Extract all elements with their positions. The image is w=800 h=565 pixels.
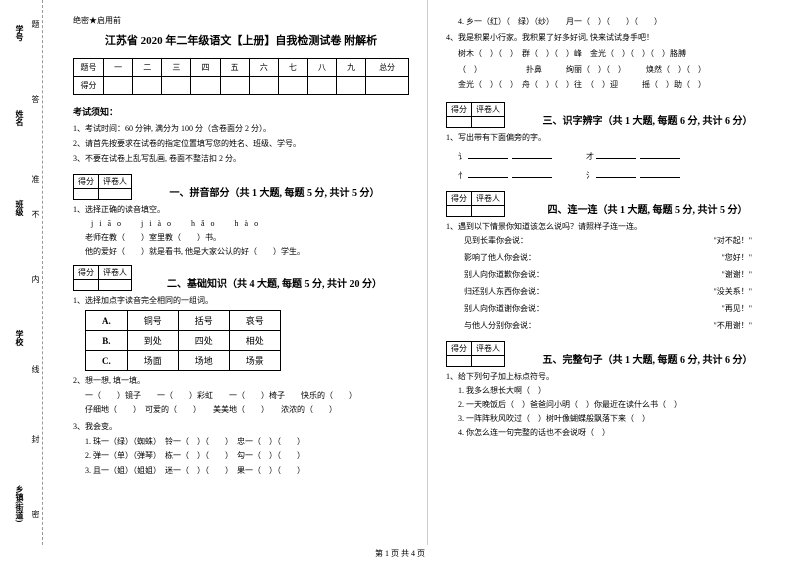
s2-q2-f2: 仔细地（ ） 可爱的（ ） 美美地（ ） 浓浓的（ ） xyxy=(85,403,409,417)
notice-item-1: 1、考试时间：60 分钟, 满分为 100 分（含卷面分 2 分）。 xyxy=(73,123,409,134)
section-3-title: 三、识字辨字（共 1 大题, 每题 6 分, 共计 6 分） xyxy=(513,102,782,127)
label-name: 姓名 xyxy=(14,110,25,126)
s2-q3-c4: 4. 乡一（红）（ 绿）（纱） 月一（ ）（ ）（ ） xyxy=(458,15,782,29)
s2-q4-w1: 树木（ ）（ ） 群（ ）（ ）峰 金光（ ）（ ）（ ）胳膊 xyxy=(458,46,782,61)
match-row-3: 别人向你道歉你会说："谢谢！" xyxy=(446,269,782,280)
seal-char-6: 线 xyxy=(30,365,41,381)
s2-q3-c1: 1. 珠一（绿）（蜘蛛） 铃一（ ）（ ） 忠一（ ）（ ） xyxy=(85,435,409,449)
s2-q4-w2: （ ） 扑鼻 绚丽（ ）（ ） 焕然（ ）（ ） xyxy=(458,62,782,77)
q1-pinyin: jiāo jiào hǎo hào xyxy=(91,218,409,229)
section-1-title: 一、拼音部分（共 1 大题, 每题 5 分, 共计 5 分） xyxy=(140,174,409,199)
notice-item-3: 3、不要在试卷上乱写乱画, 卷面不整洁扣 2 分。 xyxy=(73,153,409,164)
section-5-title: 五、完整句子（共 1 大题, 每题 6 分, 共计 6 分） xyxy=(513,341,782,366)
score-value-row: 得分 xyxy=(74,77,409,95)
secret-label: 绝密★启用前 xyxy=(73,15,409,26)
seal-char-5: 内 xyxy=(30,275,41,291)
s2-q4-w3: 金光（ ）（ ） 舟（ ）（ ）往 （ ）迎 摇（ ）助（ ） xyxy=(458,77,782,92)
score-header-row: 题号一二三四五六七八九总分 xyxy=(74,59,409,77)
q1-stem: 1、选择正确的读音填空。 xyxy=(73,204,409,215)
seal-char-3: 准 xyxy=(30,175,41,191)
match-row-4: 归还别人东西你会说："没关系！" xyxy=(446,286,782,297)
write-row-2: 忄 氵 xyxy=(458,168,770,181)
s5-q: 1、给下列句子加上标点符号。 xyxy=(446,371,782,382)
section-5-scorebox: 得分评卷人 xyxy=(446,341,505,367)
seal-char-7: 封 xyxy=(30,435,41,451)
label-student-id: 学号 xyxy=(14,25,25,41)
section-2-header: 得分评卷人 二、基础知识（共 4 大题, 每题 5 分, 共计 20 分） xyxy=(73,265,409,291)
s5-s2: 2. 一天晚饭后（ ）爸爸问小明（ ）你最近在读什么书（ ） xyxy=(458,399,782,410)
section-1-scorebox: 得分评卷人 xyxy=(73,174,132,200)
section-4-header: 得分评卷人 四、连一连（共 1 大题, 每题 5 分, 共计 5 分） xyxy=(446,191,782,217)
section-1-header: 得分评卷人 一、拼音部分（共 1 大题, 每题 5 分, 共计 5 分） xyxy=(73,174,409,200)
right-column: 4. 乡一（红）（ 绿）（纱） 月一（ ）（ ）（ ） 4、我是积累小行家。我积… xyxy=(428,0,800,545)
binding-margin: 学号 姓名 班级 学校 乡镇(街道) 题 答 准 不 内 线 封 密 xyxy=(0,0,55,545)
seal-char-8: 密 xyxy=(30,510,41,526)
s5-s4: 4. 你怎么连一句完整的话也不会说呀（ ） xyxy=(458,427,782,438)
q1-line2: 他的爱好（ ）就是看书, 他是大家公认的好（ ）学生。 xyxy=(85,246,409,257)
section-4-title: 四、连一连（共 1 大题, 每题 5 分, 共计 5 分） xyxy=(513,191,782,216)
section-2-scorebox: 得分评卷人 xyxy=(73,265,132,291)
s5-s1: 1. 我多么想长大啊（ ） xyxy=(458,385,782,396)
match-row-6: 与他人分别你会说："不用谢！" xyxy=(446,320,782,331)
seal-char-4: 不 xyxy=(30,210,41,226)
left-column: 绝密★启用前 江苏省 2020 年二年级语文【上册】自我检测试卷 附解析 题号一… xyxy=(55,0,428,545)
s2-q2-f1: 一（ ）镜子 一（ ）彩虹 一（ ）椅子 快乐的（ ） xyxy=(85,389,409,403)
section-2-title: 二、基础知识（共 4 大题, 每题 5 分, 共计 20 分） xyxy=(140,265,409,290)
s4-q: 1、遇到以下情景你知道该怎么说吗？请照样子连一连。 xyxy=(446,221,782,232)
score-summary-table: 题号一二三四五六七八九总分 得分 xyxy=(73,58,409,95)
q1-line1: 老师在教（ ）室里教（ ）书。 xyxy=(85,232,409,243)
section-4-scorebox: 得分评卷人 xyxy=(446,191,505,217)
s2-q3-c3: 3. 且一（姐）（姐姐） 迷一（ ）（ ） 果一（ ）（ ） xyxy=(85,464,409,478)
seal-char-1: 题 xyxy=(30,20,41,36)
section-3-header: 得分评卷人 三、识字辨字（共 1 大题, 每题 6 分, 共计 6 分） xyxy=(446,102,782,128)
section-5-header: 得分评卷人 五、完整句子（共 1 大题, 每题 6 分, 共计 6 分） xyxy=(446,341,782,367)
page-footer: 第 1 页 共 4 页 xyxy=(0,545,800,562)
notice-title: 考试须知： xyxy=(73,105,409,118)
s2-q4: 4、我是积累小行家。我积累了好多好词, 快来试试身手吧！ xyxy=(446,32,782,43)
s2-q2: 2、想一想, 填一填。 xyxy=(73,375,409,386)
s5-s3: 3. 一阵阵秋风吹过（ ）树叶像蝴蝶般飘落下来（ ） xyxy=(458,413,782,424)
section-3-scorebox: 得分评卷人 xyxy=(446,102,505,128)
label-class: 班级 xyxy=(14,200,25,216)
s3-q: 1、写出带有下面偏旁的字。 xyxy=(446,132,782,143)
label-school: 学校 xyxy=(14,330,25,346)
s2-q3: 3、我会变。 xyxy=(73,421,409,432)
exam-title: 江苏省 2020 年二年级语文【上册】自我检测试卷 附解析 xyxy=(73,32,409,48)
notice-item-2: 2、请首先按要求在试卷的指定位置填写您的姓名、班级、学号。 xyxy=(73,138,409,149)
match-row-1: 见到长辈你会说："对不起！" xyxy=(446,235,782,246)
seal-char-2: 答 xyxy=(30,95,41,111)
match-row-2: 影响了他人你会说："您好！" xyxy=(446,252,782,263)
binding-dashed-line xyxy=(42,0,43,545)
word-choice-table: A.铜号括号哀号 B.到处四处相处 C.场面场地场景 xyxy=(85,310,281,371)
notice-list: 1、考试时间：60 分钟, 满分为 100 分（含卷面分 2 分）。 2、请首先… xyxy=(73,123,409,164)
write-row-1: 讠 才 xyxy=(458,149,770,162)
s2-q3-c2: 2. 弹一（单）（弹琴） 栋一（ ）（ ） 勾一（ ）（ ） xyxy=(85,449,409,463)
s2-q1: 1、选择加点字读音完全相同的一组词。 xyxy=(73,295,409,306)
label-town: 乡镇(街道) xyxy=(14,485,25,522)
match-row-5: 别人向你道谢你会说："再见！" xyxy=(446,303,782,314)
